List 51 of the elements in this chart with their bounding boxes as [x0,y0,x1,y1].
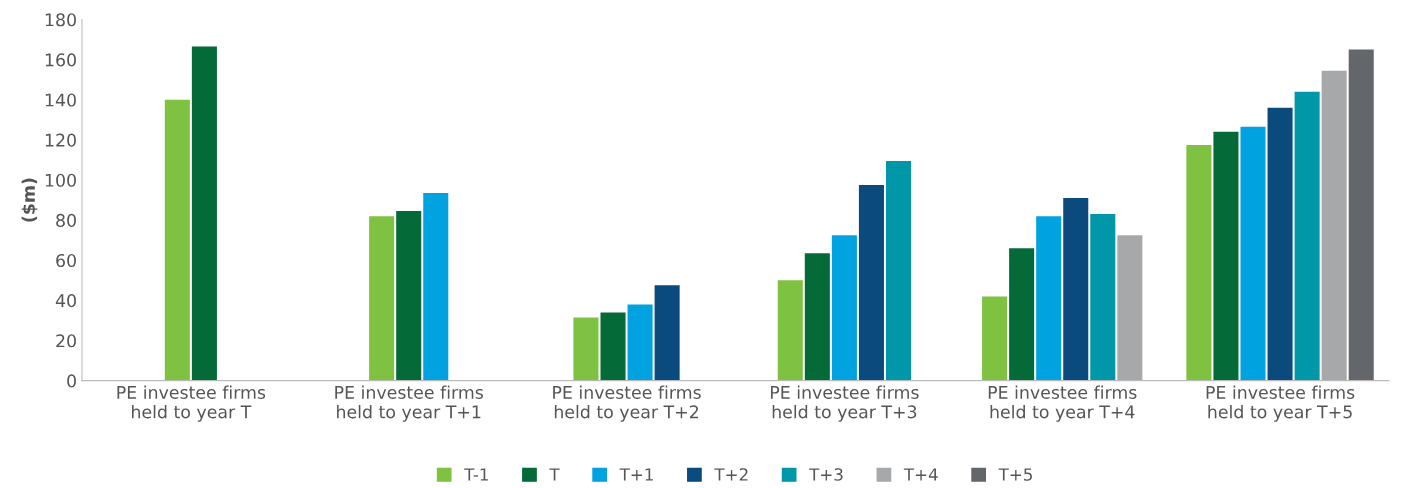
bar [423,193,449,381]
y-tick-label: 160 [45,53,76,67]
bar [191,46,217,381]
bar [1213,131,1239,381]
bar [369,216,395,381]
legend-label: T-1 [464,468,488,481]
y-tick-label: 80 [56,213,76,227]
y-tick-label: 120 [45,133,76,147]
bar [831,235,857,381]
bar [804,253,830,381]
bar [1267,107,1293,381]
bar [982,296,1008,381]
y-tick-label: 40 [55,294,76,308]
bar [654,285,680,381]
y-tick-label: 20 [56,334,76,348]
bar [1321,70,1347,381]
bar [396,211,422,381]
x-tick-label: PE investee firms held to year T+2 [553,385,701,422]
x-tick-label: PE investee firms held to year T [117,385,266,422]
legend-label: T+3 [809,468,843,481]
bar [858,185,884,381]
bar [1009,248,1035,381]
bar [627,304,653,381]
bar [885,160,912,381]
bar [573,317,599,381]
bar [1117,235,1143,381]
y-tick-label: 180 [45,13,76,27]
bar [1036,216,1062,381]
bar [1294,91,1320,381]
y-axis-title: ($m) [21,178,38,222]
legend-label: T+5 [998,468,1032,481]
legend-label: T+4 [903,468,938,481]
x-tick-label: PE investee firms held to year T+4 [988,385,1137,422]
bar [1240,126,1266,381]
bar [777,280,803,381]
y-tick-label: 60 [56,253,76,268]
bar [1348,49,1374,381]
bar [1186,144,1212,381]
x-tick-label: PE investee firms held to year T+3 [770,385,919,422]
y-tick-label: 0 [67,374,76,388]
bar [164,99,190,381]
y-tick-label: 140 [45,93,76,107]
legend-label: T [549,468,560,481]
legend-label: T+2 [714,468,748,481]
bar [600,312,626,381]
legend-label: T+1 [619,468,653,481]
y-tick-label: 100 [45,173,76,187]
bar [1063,198,1089,381]
bar [1090,214,1116,381]
x-tick-label: PE investee firms held to year T+1 [335,385,483,422]
x-tick-label: PE investee firms held to year T+5 [1206,385,1355,422]
